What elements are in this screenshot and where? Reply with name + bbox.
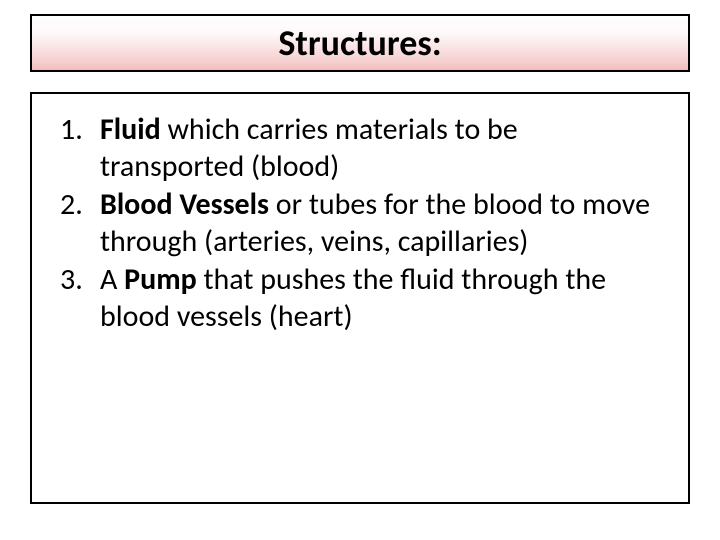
list-bold-mid: Pump bbox=[124, 261, 197, 298]
title-box: Structures: bbox=[30, 14, 690, 72]
list-bold-lead: Fluid bbox=[100, 111, 161, 148]
list-item: 1. Fluid which carries materials to be t… bbox=[60, 112, 660, 185]
slide-title: Structures: bbox=[278, 21, 441, 65]
list-number: 2. bbox=[60, 187, 83, 224]
structures-list: 1. Fluid which carries materials to be t… bbox=[60, 112, 660, 336]
list-bold-lead: Blood Vessels bbox=[100, 186, 269, 223]
list-item: 2. Blood Vessels or tubes for the blood … bbox=[60, 187, 660, 260]
list-text: which carries materials to be transporte… bbox=[100, 111, 518, 185]
content-box: 1. Fluid which carries materials to be t… bbox=[30, 92, 690, 504]
list-number: 1. bbox=[60, 112, 83, 149]
list-number: 3. bbox=[60, 262, 83, 299]
slide: Structures: 1. Fluid which carries mater… bbox=[0, 0, 720, 540]
list-prefix: A bbox=[100, 261, 124, 298]
list-item: 3. A Pump that pushes the fluid through … bbox=[60, 262, 660, 335]
